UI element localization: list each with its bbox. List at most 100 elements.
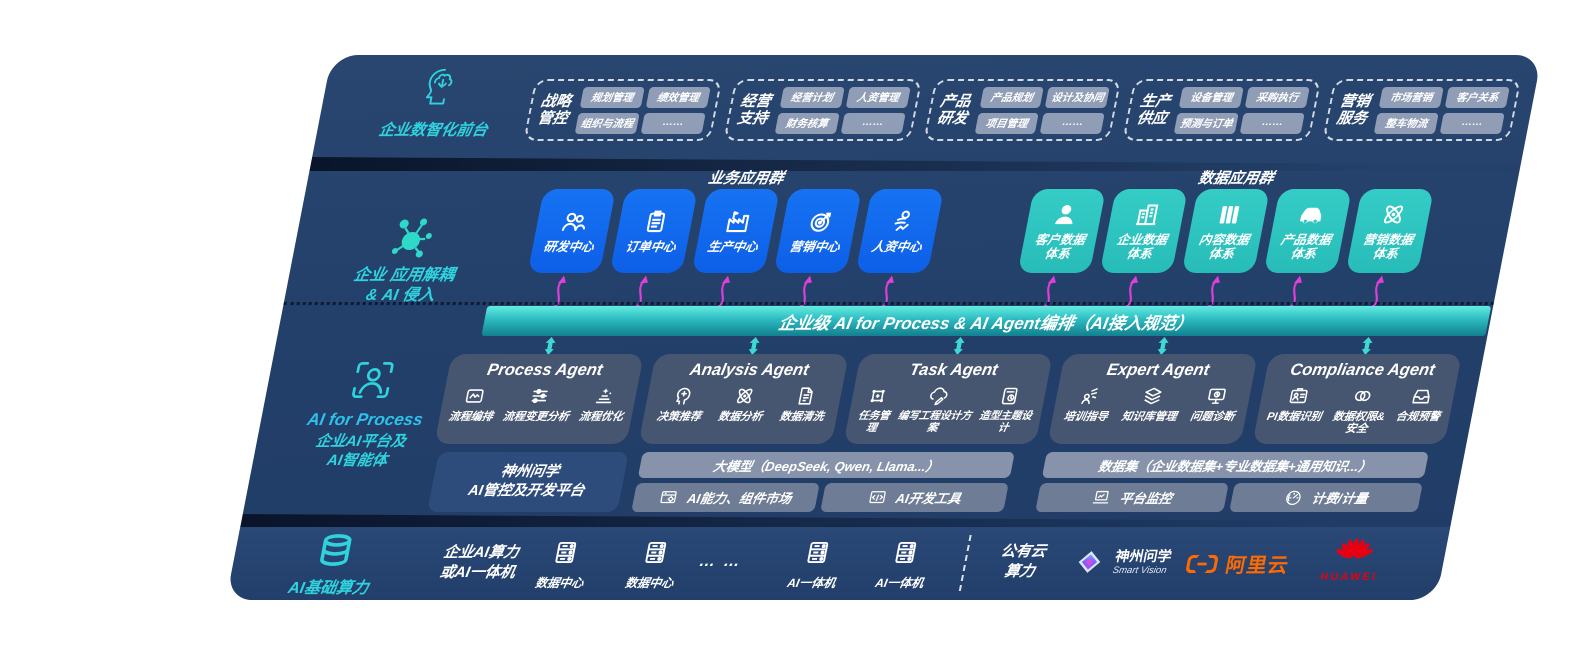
model-platform-group: 大模型（DeepSeek, Qwen, Llama...） AI能力、组件市场 … (631, 452, 1015, 512)
capability-chip: …… (1439, 112, 1505, 134)
cell-label: AI开发工具 (894, 491, 963, 506)
huawei-name: HUAWEI (1319, 571, 1379, 583)
agent-title: Analysis Agent (688, 361, 811, 379)
agent-item-label: 造型主题设计 (978, 410, 1034, 434)
boundary-dashed-line (283, 302, 1494, 305)
infra-title: AI基础算力 (286, 580, 370, 597)
capability-chip: 整车物流 (1373, 112, 1439, 134)
ai-for-process-title: AI for Process (305, 410, 425, 429)
data-card-label: 内容数据 体系 (1197, 232, 1251, 261)
double-arrow-icon (1156, 337, 1170, 355)
server-icon (644, 541, 667, 564)
app-market-icon (660, 491, 678, 504)
agent-item-label: 问题诊断 (1189, 411, 1236, 423)
capability-chip: 市场营销 (1378, 86, 1444, 108)
data-card-marketing: 营销数据 体系 (1345, 189, 1434, 273)
person-icon (1054, 204, 1076, 224)
capability-chip: …… (840, 112, 906, 134)
data-card-enterprise: 企业数据 体系 (1099, 189, 1188, 273)
dev-tools-cell: AI开发工具 (820, 483, 1009, 512)
alert-tray-icon (1412, 389, 1432, 404)
app-card-marketing-center: 营销中心 (773, 189, 862, 273)
aliyun-logo: 阿里云 (1182, 549, 1292, 578)
node-label: 数据中心 (533, 576, 585, 590)
optimize-icon (596, 387, 615, 404)
dataset-bar: 数据集（企业数据集+专业数据集+通用知识...） (1041, 452, 1429, 478)
factory-icon (725, 211, 750, 232)
agent-item-label: 数据分析 (717, 411, 764, 423)
agent-item-label: 流程编排 (447, 411, 494, 423)
data-card-label: 客户数据 体系 (1033, 232, 1087, 261)
agent-card-task: Task Agent 任务管理 编写工程设计方案 造型主题设计 (843, 354, 1054, 445)
llm-bar: 大模型（DeepSeek, Qwen, Llama...） (637, 452, 1015, 478)
huawei-flower-icon (1332, 538, 1377, 561)
atom-icon (733, 386, 755, 406)
molecule-icon (389, 217, 437, 259)
double-arrow-icon (747, 337, 761, 355)
gauge-icon (1285, 490, 1302, 506)
infra-node-ai-appliance: AI一体机 (856, 539, 950, 591)
task-grid-icon (869, 389, 886, 403)
decouple-title: 企业 应用解耦 & AI 侵入 (352, 267, 457, 304)
capability-chip: 组织与流程 (574, 112, 640, 134)
agent-title: Expert Agent (1105, 361, 1211, 379)
agent-item-label: 合规预警 (1394, 411, 1442, 423)
smartvision-diamond-icon (1076, 551, 1103, 573)
ai-capability-market-cell: AI能力、组件市场 (631, 483, 820, 512)
business-apps-header: 业务应用群 (706, 170, 786, 187)
document-icon (798, 387, 814, 405)
dev-platform-label: 神州问学 AI管控及开发平台 (427, 452, 629, 512)
cloud-pen-icon (928, 387, 949, 406)
decision-head-icon (675, 387, 692, 405)
data-card-label: 企业数据 体系 (1115, 232, 1169, 261)
data-card-content: 内容数据 体系 (1181, 189, 1270, 273)
workflow-icon (465, 389, 485, 403)
ai-orchestration-bar: 企业级 AI for Process & AI Agent编排（AI接入规范） (481, 306, 1492, 336)
atom-icon (1380, 202, 1406, 226)
billing-metering-cell: 计费/计量 (1229, 483, 1423, 512)
capability-chip: 预测与订单 (1174, 112, 1240, 134)
agent-card-process: Process Agent 流程编排 流程变更分析 流程优化 (434, 354, 645, 445)
agent-cards: Process Agent 流程编排 流程变更分析 流程优化 Analysis … (434, 354, 1462, 445)
platform-monitor-cell: 平台监控 (1035, 483, 1229, 512)
smartvision-sub: Smart Vision (1111, 564, 1168, 576)
people-icon (561, 212, 588, 231)
capability-chip: 设备管理 (1179, 86, 1245, 108)
agent-item-label: 任务管理 (856, 410, 891, 434)
server-icon (554, 541, 577, 564)
agent-item-label: 数据权限& 安全 (1331, 411, 1386, 436)
cell-label: AI能力、组件市场 (685, 491, 793, 506)
clipboard-icon (646, 210, 666, 232)
app-card-label: 生产中心 (706, 239, 760, 254)
data-card-label: 营销数据 体系 (1361, 232, 1415, 261)
group-operation: 经营 支持 经营计划 人资管理 财务核算 …… (723, 79, 922, 141)
capability-chip: 设计及协同 (1045, 86, 1111, 108)
data-card-customer: 客户数据 体系 (1017, 189, 1106, 273)
data-card-product: 产品数据 体系 (1263, 189, 1352, 273)
group-title: 产品 研发 (935, 92, 973, 127)
brain-head-icon (424, 68, 455, 105)
capability-chip: 绩效管理 (645, 86, 711, 108)
car-icon (1299, 207, 1323, 223)
smartvision-logo: 神州问学 Smart Vision (1068, 544, 1174, 580)
capability-chip: 财务核算 (774, 112, 840, 134)
dev-tools-icon (869, 491, 886, 504)
dashed-divider (958, 535, 972, 591)
section-divider (240, 514, 1453, 528)
app-card-production-center: 生产中心 (691, 189, 780, 273)
group-title: 经营 支持 (735, 92, 773, 127)
node-label: AI一体机 (873, 576, 925, 590)
agent-item-label: 数据清洗 (778, 411, 825, 423)
capability-chip: 产品规划 (979, 86, 1045, 108)
target-icon (808, 212, 831, 232)
agent-card-compliance: Compliance Agent PI数据识别 数据权限& 安全 合规预警 (1251, 354, 1462, 445)
permission-icon (1354, 390, 1372, 402)
node-label: 数据中心 (623, 576, 675, 590)
app-card-label: 人资中心 (870, 239, 924, 254)
app-card-label: 营销中心 (788, 239, 842, 254)
ai-platform-subtitle: 企业AI平台及 AI智能体 (314, 433, 408, 469)
agent-item-label: 知识库管理 (1120, 411, 1178, 423)
group-title: 战略 管控 (536, 92, 573, 127)
training-icon (1081, 388, 1098, 405)
double-arrow-icon (542, 337, 557, 355)
